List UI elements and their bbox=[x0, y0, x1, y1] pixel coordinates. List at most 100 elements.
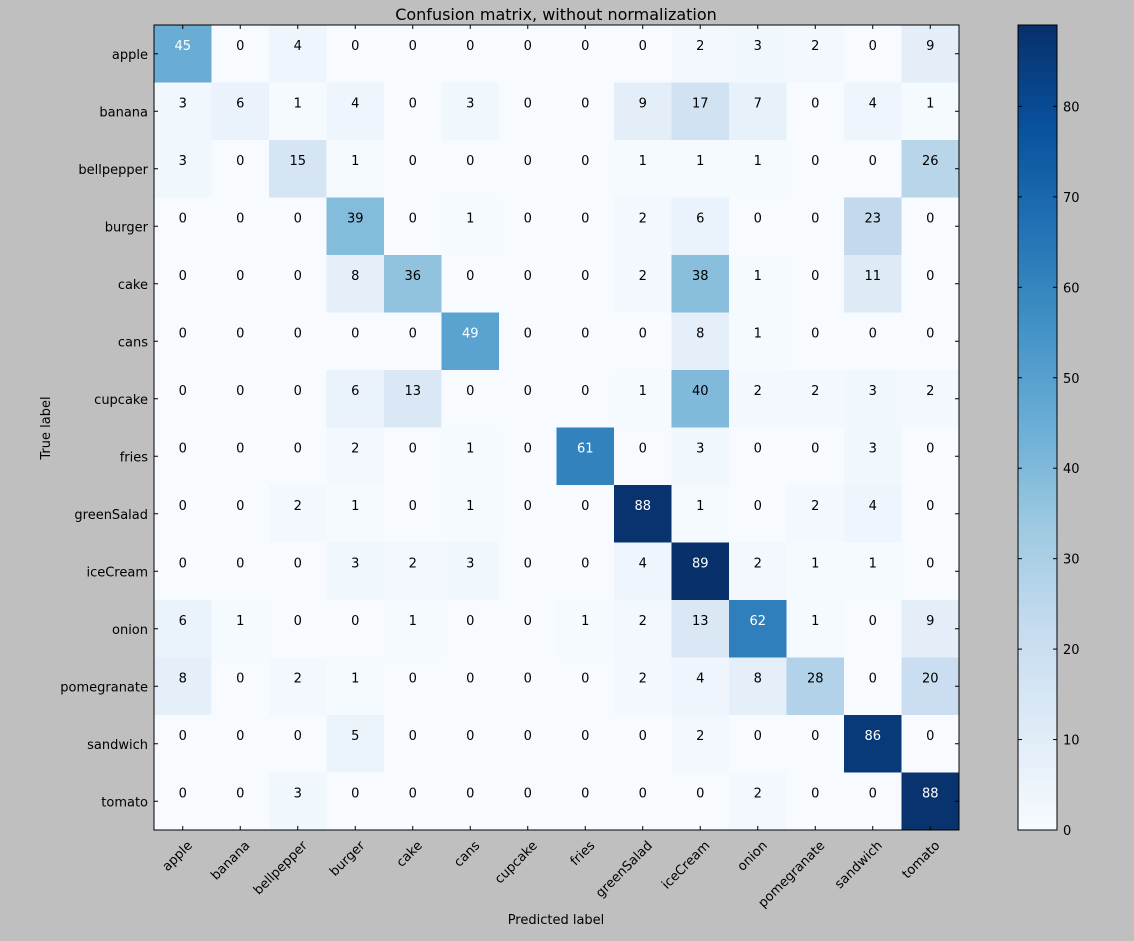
cell-value-label: 38 bbox=[692, 269, 709, 284]
heatmap-cell bbox=[671, 255, 730, 313]
x-axis-label: Predicted label bbox=[508, 913, 605, 928]
heatmap-cell bbox=[269, 197, 327, 256]
colorbar-gradient bbox=[1017, 24, 1058, 831]
cell-value-label: 2 bbox=[811, 39, 819, 54]
y-tick-label: bellpepper bbox=[78, 163, 148, 178]
cell-value-label: 6 bbox=[351, 384, 359, 399]
heatmap-cell bbox=[671, 25, 730, 83]
heatmap-cells: 45 0 4 0 0 0 0 0 0 2 3 2 0 93 6 1 4 0 3 0 0 9 17 7 0 4 13 0 15 1 0 0 0 0 1… bbox=[154, 25, 960, 831]
x-tick-label: cupcake bbox=[492, 838, 541, 887]
heatmap-cell bbox=[269, 657, 327, 716]
cell-value-label: 1 bbox=[696, 154, 704, 169]
cell-value-label: 88 bbox=[922, 786, 939, 801]
x-tick-label: fries bbox=[568, 838, 599, 869]
y-tick-label: pomegranate bbox=[60, 680, 148, 695]
cell-value-label: 1 bbox=[294, 96, 302, 111]
heatmap-cell bbox=[556, 370, 615, 428]
heatmap-cell bbox=[786, 657, 845, 716]
heatmap-cell bbox=[211, 140, 270, 198]
heatmap-cell bbox=[326, 772, 385, 831]
cell-value-label: 0 bbox=[639, 441, 647, 456]
cell-value-label: 0 bbox=[466, 384, 474, 399]
cell-value-label: 4 bbox=[696, 671, 704, 686]
colorbar-tick-label: 20 bbox=[1063, 643, 1080, 658]
heatmap-cell bbox=[269, 427, 327, 486]
cell-value-label: 0 bbox=[926, 269, 934, 284]
cell-value-label: 23 bbox=[864, 211, 881, 226]
heatmap-cell bbox=[384, 197, 442, 256]
heatmap-cell bbox=[441, 427, 500, 486]
heatmap-cell bbox=[729, 657, 787, 716]
heatmap-cell bbox=[384, 312, 442, 371]
cell-value-label: 62 bbox=[749, 614, 766, 629]
y-tick-label: cans bbox=[118, 335, 148, 350]
plot-frame bbox=[153, 24, 960, 831]
cell-value-label: 0 bbox=[524, 441, 532, 456]
cell-value-label: 2 bbox=[294, 499, 302, 514]
cell-value-label: 6 bbox=[236, 96, 244, 111]
cell-value-label: 0 bbox=[524, 729, 532, 744]
heatmap-cell bbox=[441, 255, 500, 313]
cell-value-label: 0 bbox=[926, 556, 934, 571]
heatmap-cell bbox=[844, 82, 902, 141]
heatmap-cell bbox=[901, 772, 960, 831]
cell-value-label: 1 bbox=[466, 499, 474, 514]
heatmap-cell bbox=[499, 140, 557, 198]
cell-value-label: 17 bbox=[692, 96, 709, 111]
cell-value-label: 2 bbox=[811, 499, 819, 514]
heatmap-cell bbox=[441, 82, 500, 141]
cell-value-label: 0 bbox=[409, 671, 417, 686]
cell-value-label: 0 bbox=[811, 441, 819, 456]
heatmap-cell bbox=[441, 485, 500, 543]
heatmap-cell bbox=[844, 657, 902, 716]
heatmap-cell bbox=[556, 255, 615, 313]
heatmap-cell bbox=[901, 370, 960, 428]
heatmap-cell bbox=[901, 427, 960, 486]
heatmap-cell bbox=[729, 25, 787, 83]
heatmap-cell bbox=[384, 772, 442, 831]
cell-value-label: 0 bbox=[581, 729, 589, 744]
heatmap-cell bbox=[844, 370, 902, 428]
x-tick-label: banana bbox=[208, 838, 253, 883]
cell-value-label: 3 bbox=[179, 154, 187, 169]
heatmap-cell bbox=[499, 255, 557, 313]
cell-value-label: 5 bbox=[351, 729, 359, 744]
heatmap-cell bbox=[326, 427, 385, 486]
x-tick-label: tomato bbox=[900, 838, 944, 882]
cell-value-label: 0 bbox=[466, 269, 474, 284]
heatmap-cell bbox=[211, 427, 270, 486]
heatmap-cell bbox=[671, 197, 730, 256]
heatmap-cell bbox=[211, 715, 270, 773]
cell-value-label: 26 bbox=[922, 154, 939, 169]
cell-value-label: 0 bbox=[294, 211, 302, 226]
cell-value-label: 0 bbox=[811, 96, 819, 111]
heatmap-cell bbox=[326, 715, 385, 773]
cell-value-label: 0 bbox=[179, 384, 187, 399]
y-tick-label: iceCream bbox=[86, 565, 148, 580]
cell-value-label: 3 bbox=[466, 96, 474, 111]
cell-value-label: 3 bbox=[696, 441, 704, 456]
cell-value-label: 0 bbox=[581, 556, 589, 571]
cell-value-label: 1 bbox=[869, 556, 877, 571]
cell-value-label: 9 bbox=[639, 96, 647, 111]
heatmap-cell bbox=[384, 485, 442, 543]
cell-value-label: 1 bbox=[754, 269, 762, 284]
cell-value-label: 2 bbox=[639, 614, 647, 629]
cell-value-label: 6 bbox=[696, 211, 704, 226]
cell-value-label: 4 bbox=[351, 96, 359, 111]
heatmap-cell bbox=[269, 600, 327, 658]
cell-value-label: 6 bbox=[179, 614, 187, 629]
heatmap-cell bbox=[326, 600, 385, 658]
cell-value-label: 40 bbox=[692, 384, 709, 399]
heatmap-cell bbox=[499, 427, 557, 486]
cell-value-label: 2 bbox=[294, 671, 302, 686]
heatmap-cell bbox=[614, 427, 672, 486]
cell-value-label: 0 bbox=[351, 326, 359, 341]
heatmap-cell bbox=[844, 772, 902, 831]
cell-value-label: 0 bbox=[869, 154, 877, 169]
heatmap-cell bbox=[786, 370, 845, 428]
cell-value-label: 1 bbox=[639, 154, 647, 169]
cell-value-label: 0 bbox=[926, 326, 934, 341]
y-tick-label: onion bbox=[112, 623, 148, 638]
